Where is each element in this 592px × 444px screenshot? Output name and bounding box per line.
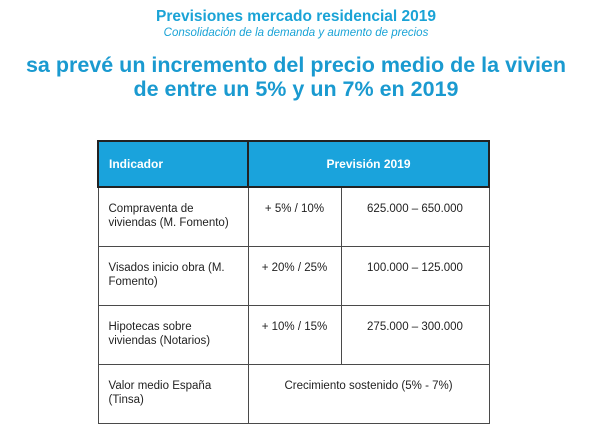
forecast-table: Indicador Previsión 2019 Compraventa de …	[97, 140, 490, 424]
percent-cell: + 20% / 25%	[247, 246, 342, 306]
percent-cell: + 10% / 15%	[247, 305, 342, 365]
forecast-cell: Crecimiento sostenido (5% - 7%)	[247, 364, 490, 424]
table-row: Visados inicio obra (M. Fomento) + 20% /…	[97, 246, 490, 306]
table-row: Compraventa de viviendas (M. Fomento) + …	[97, 186, 490, 247]
header-indicator: Indicador	[97, 140, 249, 188]
table-header-row: Indicador Previsión 2019	[97, 140, 490, 188]
slide-subtitle: Consolidación de la demanda y aumento de…	[163, 27, 429, 39]
table-row: Hipotecas sobre viviendas (Notarios) + 1…	[97, 305, 490, 365]
range-cell: 625.000 – 650.000	[340, 186, 490, 247]
indicator-cell: Compraventa de viviendas (M. Fomento)	[97, 186, 249, 247]
indicator-cell: Visados inicio obra (M. Fomento)	[97, 246, 249, 306]
headline: sa prevé un incremento del precio medio …	[0, 53, 592, 101]
header-forecast: Previsión 2019	[247, 140, 490, 188]
indicator-cell: Valor medio España (Tinsa)	[97, 364, 249, 424]
indicator-cell: Hipotecas sobre viviendas (Notarios)	[97, 305, 249, 365]
range-cell: 100.000 – 125.000	[340, 246, 490, 306]
range-cell: 275.000 – 300.000	[340, 305, 490, 365]
headline-line-2: de entre un 5% y un 7% en 2019	[133, 77, 459, 101]
slide-title: Previsiones mercado residencial 2019	[155, 8, 437, 25]
percent-cell: + 5% / 10%	[247, 186, 342, 247]
table-row: Valor medio España (Tinsa) Crecimiento s…	[97, 364, 490, 424]
headline-line-1: sa prevé un incremento del precio medio …	[25, 53, 567, 77]
